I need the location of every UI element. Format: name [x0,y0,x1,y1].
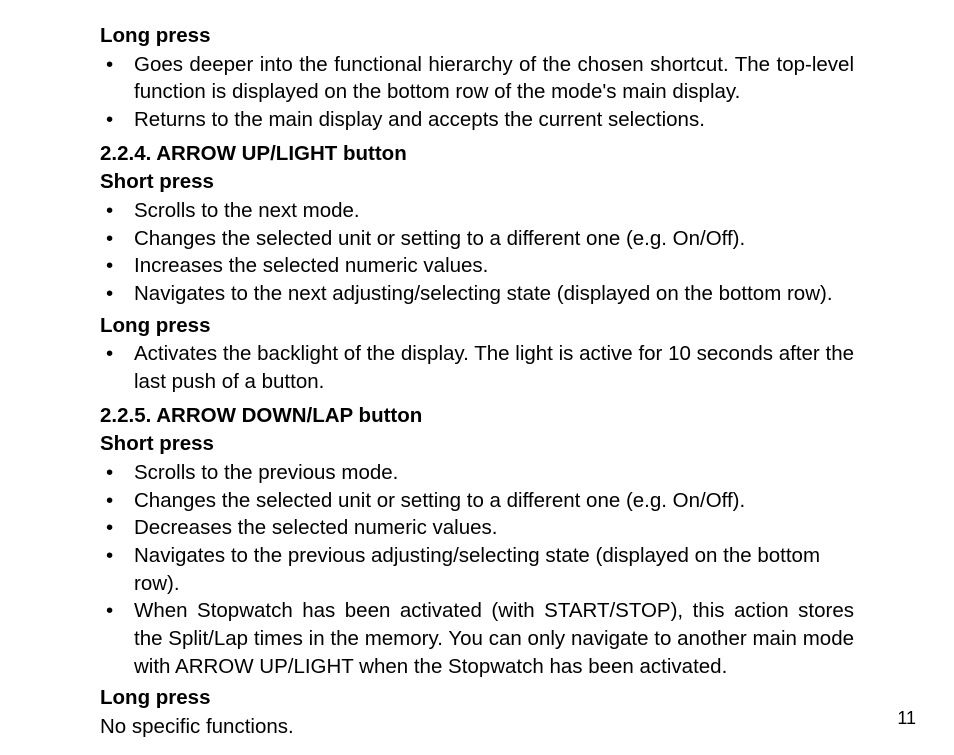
list-item: • Decreases the selected numeric values. [100,514,854,542]
bullet-icon: • [106,597,113,625]
list-item-text: Navigates to the previous adjusting/sele… [134,544,820,595]
list-item: • Navigates to the next adjusting/selecti… [100,280,854,308]
bullet-icon: • [106,542,113,570]
page-number: 11 [897,708,916,729]
list-item-text: Goes deeper into the functional hierarch… [134,53,854,104]
bullet-icon: • [106,252,113,280]
list-item-text: Returns to the main display and accepts … [134,108,705,131]
list-short-press-224: • Scrolls to the next mode. • Changes the … [100,197,854,308]
list-short-press-225: • Scrolls to the previous mode. • Changes … [100,459,854,680]
list-item: • Goes deeper into the functional hierarc… [100,51,854,106]
list-long-press-224: • Activates the backlight of the display.… [100,340,854,395]
list-item: • Scrolls to the previous mode. [100,459,854,487]
section-heading-225: 2.2.5. ARROW DOWN/LAP button [100,402,854,430]
heading-short-press-225: Short press [100,430,854,458]
list-item-text: Changes the selected unit or setting to … [134,489,745,512]
heading-long-press-225: Long press [100,684,854,712]
list-item-text: Activates the backlight of the display. … [134,342,854,393]
list-item: • Increases the selected numeric values. [100,252,854,280]
bullet-icon: • [106,459,113,487]
list-item-text: Scrolls to the previous mode. [134,461,398,484]
list-item: • Activates the backlight of the display.… [100,340,854,395]
list-item: • Scrolls to the next mode. [100,197,854,225]
list-long-press-1: • Goes deeper into the functional hierarc… [100,51,854,134]
bullet-icon: • [106,225,113,253]
heading-long-press-1: Long press [100,22,854,50]
list-item-text: Increases the selected numeric values. [134,254,488,277]
list-item-text: Changes the selected unit or setting to … [134,227,745,250]
bullet-icon: • [106,340,113,368]
list-item: • Returns to the main display and accepts… [100,106,854,134]
bullet-icon: • [106,106,113,134]
list-item-text: Navigates to the next adjusting/selectin… [134,282,833,305]
list-item-text: Decreases the selected numeric values. [134,516,498,539]
bullet-icon: • [106,51,113,79]
bullet-icon: • [106,487,113,515]
section-heading-224: 2.2.4. ARROW UP/LIGHT button [100,140,854,168]
list-item: • When Stopwatch has been activated (with… [100,597,854,680]
list-item-text: When Stopwatch has been activated (with … [134,599,854,677]
paragraph-long-press-225: No specific functions. [100,713,854,741]
heading-short-press-224: Short press [100,168,854,196]
document-page: Long press • Goes deeper into the functio… [0,0,954,755]
list-item: • Navigates to the previous adjusting/sel… [100,542,854,597]
list-item-text: Scrolls to the next mode. [134,199,360,222]
bullet-icon: • [106,280,113,308]
list-item: • Changes the selected unit or setting to… [100,225,854,253]
heading-long-press-224: Long press [100,312,854,340]
bullet-icon: • [106,197,113,225]
bullet-icon: • [106,514,113,542]
list-item: • Changes the selected unit or setting to… [100,487,854,515]
